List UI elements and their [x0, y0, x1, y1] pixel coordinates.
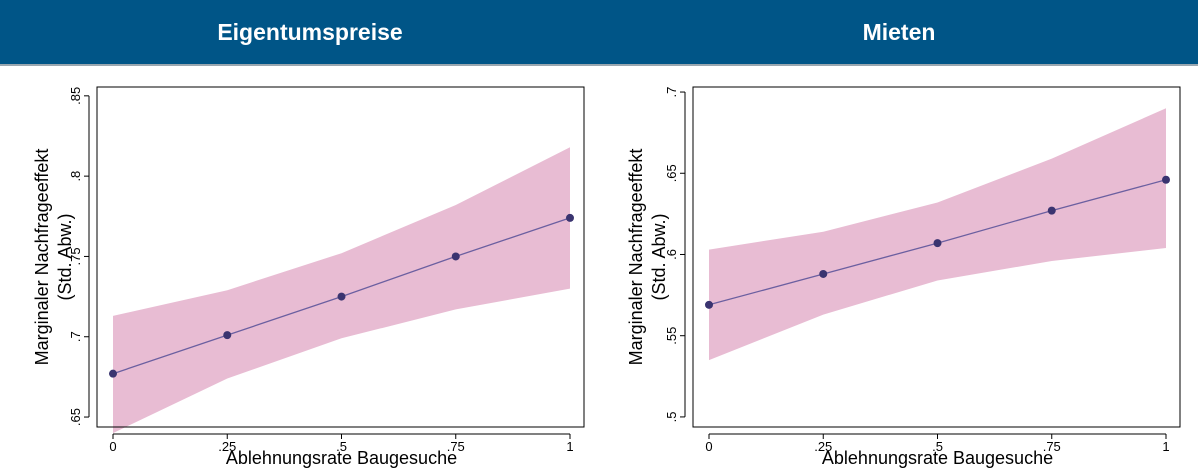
- left-y-tick-label-2: .75: [68, 247, 83, 265]
- left-x-tick-label-2: .5: [336, 439, 347, 454]
- right-y-tick-label-1: .55: [664, 327, 679, 345]
- left-data-point-1: [223, 331, 232, 340]
- panel-title-right: Mieten: [862, 19, 936, 45]
- left-x-tick-label-0: 0: [109, 439, 116, 454]
- left-y-axis-title: Marginaler Nachfrageeffekt: [32, 149, 52, 366]
- right-data-point-1: [819, 269, 828, 278]
- left-data-point-0: [109, 369, 117, 378]
- right-x-tick-label-2: .5: [932, 439, 943, 454]
- left-x-tick-label-1: .25: [218, 439, 236, 454]
- right-y-axis-subtitle: (Std. Abw.): [649, 213, 669, 300]
- left-y-axis-subtitle: (Std. Abw.): [55, 213, 75, 300]
- right-x-tick-label-4: 1: [1162, 439, 1169, 454]
- left-x-axis-title: Ablehnungsrate Baugesuche: [226, 448, 457, 468]
- right-y-tick-label-4: .7: [664, 87, 679, 98]
- left-data-point-3: [451, 252, 460, 261]
- right-y-tick-label-2: .6: [664, 249, 679, 260]
- right-x-tick-label-0: 0: [705, 439, 712, 454]
- left-y-tick-label-4: .85: [68, 87, 83, 105]
- right-data-point-2: [933, 239, 942, 248]
- left-x-tick-label-3: .75: [447, 439, 465, 454]
- panel-title-left: Eigentumspreise: [217, 19, 403, 45]
- right-y-axis-title: Marginaler Nachfrageeffekt: [626, 149, 646, 366]
- right-x-tick-label-1: .25: [814, 439, 832, 454]
- left-plot-frame: [96, 86, 585, 428]
- right-data-point-0: [705, 300, 713, 309]
- right-plot-frame: [692, 86, 1181, 428]
- right-data-point-3: [1047, 206, 1056, 215]
- left-y-tick-label-0: .65: [68, 408, 83, 426]
- left-confidence-band: [113, 147, 570, 434]
- right-x-axis-title: Ablehnungsrate Baugesuche: [822, 448, 1053, 468]
- right-y-tick-label-0: .5: [664, 412, 679, 423]
- right-data-point-4: [1162, 175, 1170, 184]
- left-y-tick-label-1: .7: [68, 331, 83, 342]
- left-y-tick-label-3: .8: [68, 171, 83, 182]
- left-data-point-2: [337, 292, 346, 301]
- left-data-point-4: [566, 213, 574, 222]
- left-x-tick-label-4: 1: [566, 439, 573, 454]
- right-x-tick-label-3: .75: [1043, 439, 1061, 454]
- right-y-tick-label-3: .65: [664, 164, 679, 182]
- header-bar: Eigentumspreise Mieten: [0, 0, 1198, 66]
- right-confidence-band: [709, 108, 1166, 361]
